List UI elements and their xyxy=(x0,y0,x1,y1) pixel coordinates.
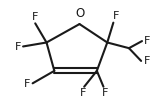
Text: F: F xyxy=(144,56,150,66)
Text: O: O xyxy=(75,7,84,20)
Text: F: F xyxy=(24,79,30,89)
Text: F: F xyxy=(144,36,150,46)
Text: F: F xyxy=(32,12,38,22)
Text: F: F xyxy=(112,11,119,21)
Text: F: F xyxy=(101,88,108,98)
Text: F: F xyxy=(80,88,86,98)
Text: F: F xyxy=(15,42,21,52)
